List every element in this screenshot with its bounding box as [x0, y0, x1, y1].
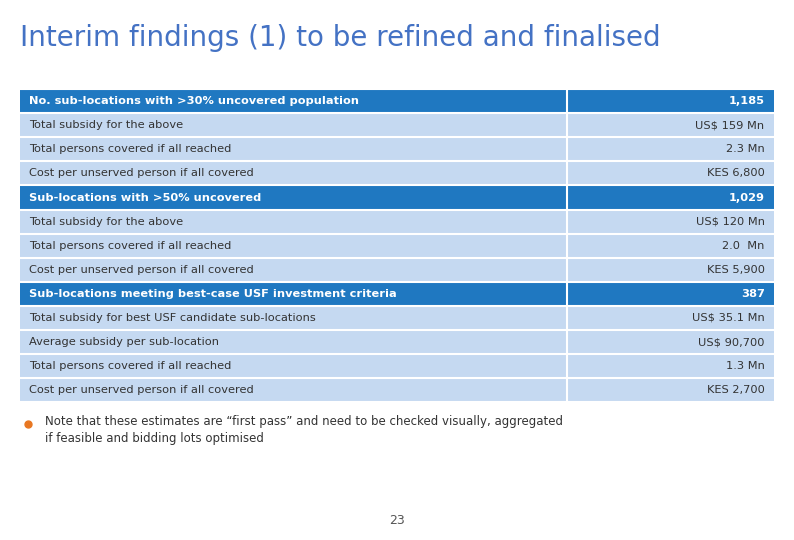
Text: Average subsidy per sub-location: Average subsidy per sub-location: [29, 337, 219, 347]
Bar: [20, 210, 567, 234]
Bar: [20, 282, 567, 306]
Text: Total subsidy for best USF candidate sub-locations: Total subsidy for best USF candidate sub…: [29, 313, 316, 323]
Bar: [567, 210, 774, 234]
Bar: [567, 113, 774, 137]
Text: 2.3 Mn: 2.3 Mn: [726, 144, 765, 154]
Bar: [567, 306, 774, 330]
Bar: [20, 306, 567, 330]
Text: 2.0  Mn: 2.0 Mn: [723, 241, 765, 251]
Text: Total subsidy for the above: Total subsidy for the above: [29, 217, 183, 227]
Bar: [567, 234, 774, 258]
Text: US$ 120 Mn: US$ 120 Mn: [696, 217, 765, 227]
Text: 23: 23: [389, 514, 405, 526]
Text: KES 2,700: KES 2,700: [707, 385, 765, 395]
Text: Total persons covered if all reached: Total persons covered if all reached: [29, 241, 232, 251]
Text: Total persons covered if all reached: Total persons covered if all reached: [29, 144, 232, 154]
Bar: [20, 185, 567, 210]
Text: Total subsidy for the above: Total subsidy for the above: [29, 120, 183, 130]
Bar: [567, 330, 774, 354]
Bar: [20, 89, 567, 113]
Text: 1,185: 1,185: [729, 96, 765, 106]
Text: Cost per unserved person if all covered: Cost per unserved person if all covered: [29, 265, 254, 275]
Text: Sub-locations with >50% uncovered: Sub-locations with >50% uncovered: [29, 193, 262, 202]
Bar: [567, 161, 774, 185]
Bar: [20, 258, 567, 282]
Text: 1,029: 1,029: [729, 193, 765, 202]
Bar: [567, 282, 774, 306]
Text: US$ 159 Mn: US$ 159 Mn: [696, 120, 765, 130]
Bar: [567, 258, 774, 282]
Text: 387: 387: [741, 289, 765, 299]
Text: Cost per unserved person if all covered: Cost per unserved person if all covered: [29, 168, 254, 178]
Bar: [567, 137, 774, 161]
Bar: [567, 354, 774, 378]
Text: Note that these estimates are “first pass” and need to be checked visually, aggr: Note that these estimates are “first pas…: [45, 415, 563, 428]
Text: KES 6,800: KES 6,800: [707, 168, 765, 178]
Text: Sub-locations meeting best-case USF investment criteria: Sub-locations meeting best-case USF inve…: [29, 289, 397, 299]
Text: if feasible and bidding lots optimised: if feasible and bidding lots optimised: [45, 432, 264, 445]
Bar: [20, 330, 567, 354]
Bar: [20, 161, 567, 185]
Bar: [20, 354, 567, 378]
Bar: [20, 234, 567, 258]
Text: 1.3 Mn: 1.3 Mn: [726, 361, 765, 371]
Bar: [20, 113, 567, 137]
Text: US$ 35.1 Mn: US$ 35.1 Mn: [692, 313, 765, 323]
Text: Cost per unserved person if all covered: Cost per unserved person if all covered: [29, 385, 254, 395]
Bar: [20, 137, 567, 161]
Bar: [567, 185, 774, 210]
Text: Interim findings (1) to be refined and finalised: Interim findings (1) to be refined and f…: [20, 24, 661, 52]
Text: US$ 90,700: US$ 90,700: [698, 337, 765, 347]
Text: KES 5,900: KES 5,900: [707, 265, 765, 275]
Text: No. sub-locations with >30% uncovered population: No. sub-locations with >30% uncovered po…: [29, 96, 360, 106]
Bar: [567, 378, 774, 402]
Bar: [20, 378, 567, 402]
Bar: [567, 89, 774, 113]
Text: Total persons covered if all reached: Total persons covered if all reached: [29, 361, 232, 371]
